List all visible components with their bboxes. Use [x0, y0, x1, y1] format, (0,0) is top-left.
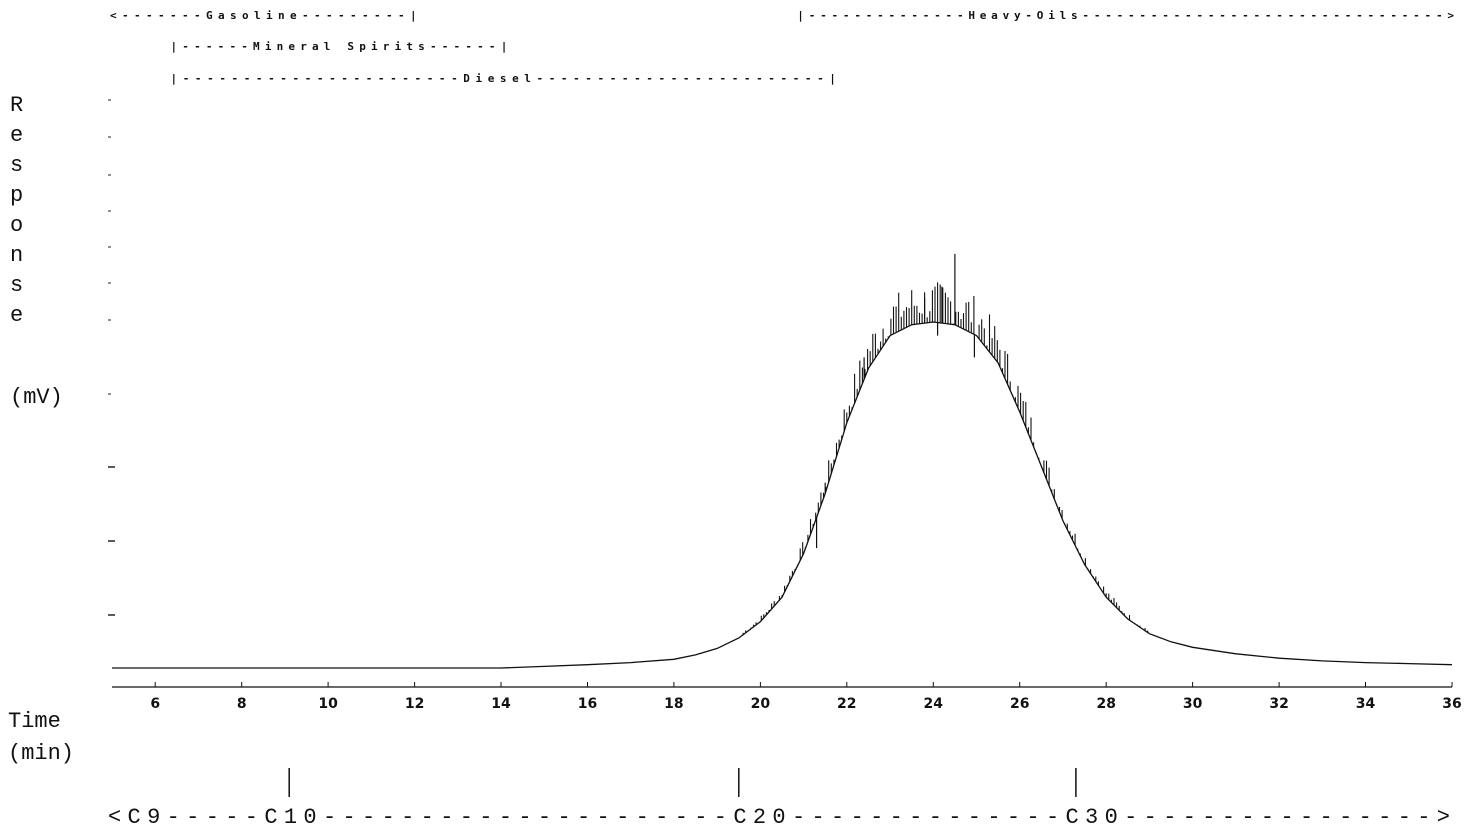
- hydrocarbon-range-bars: <-------Gasoline---------| |------Mineral…: [110, 9, 1454, 85]
- x-tick-label: 10: [318, 696, 338, 712]
- y-axis-unit: (mV): [10, 385, 63, 410]
- x-tick-label: 34: [1356, 696, 1376, 712]
- x-tick-label: 6: [150, 696, 160, 712]
- x-tick-label: 18: [664, 696, 683, 712]
- range-diesel: |-----------------------Diesel----------…: [171, 72, 836, 85]
- x-tick-label: 28: [1096, 696, 1115, 712]
- x-tick-label: 20: [751, 696, 771, 712]
- x-axis-ticks: 6 8 10 12 14 16 18 20 22 24 26 28 30 32 34 36: [150, 682, 1462, 712]
- x-tick-label: 22: [837, 696, 856, 712]
- x-tick-label: 16: [578, 696, 597, 712]
- x-tick-label: 12: [405, 696, 424, 712]
- y-axis-label-letter: e: [10, 303, 23, 328]
- x-tick-label: 36: [1442, 696, 1461, 712]
- y-axis-label-letter: s: [10, 273, 23, 298]
- carbon-number-axis: <C9-----C10---------------------C20-----…: [108, 768, 1450, 830]
- x-axis-unit: (min): [8, 741, 74, 766]
- y-axis-label-letter: n: [10, 243, 23, 268]
- y-axis-label-letter: R: [10, 93, 23, 118]
- y-axis-ticks: [108, 99, 115, 616]
- x-tick-label: 24: [924, 696, 944, 712]
- range-gasoline: <-------Gasoline---------|: [110, 9, 417, 22]
- y-axis-label-letter: s: [10, 153, 23, 178]
- x-tick-label: 32: [1269, 696, 1288, 712]
- range-mineral-spirits: |------Mineral Spirits------|: [171, 40, 508, 53]
- x-tick-label: 26: [1010, 696, 1029, 712]
- x-tick-label: 8: [237, 696, 247, 712]
- x-tick-label: 14: [491, 696, 511, 712]
- chromatogram-trace: [112, 321, 1453, 669]
- carbon-axis-text: <C9-----C10---------------------C20-----…: [108, 805, 1450, 830]
- y-axis-label-letter: o: [10, 213, 23, 238]
- y-axis-label-letter: e: [10, 123, 23, 148]
- y-axis-label-letter: p: [10, 183, 23, 208]
- x-axis-label: Time: [8, 709, 61, 734]
- peak-spikes: [742, 253, 1149, 635]
- range-heavy-oils: |--------------Heavy-Oils---------------…: [797, 9, 1454, 22]
- x-tick-label: 30: [1183, 696, 1203, 712]
